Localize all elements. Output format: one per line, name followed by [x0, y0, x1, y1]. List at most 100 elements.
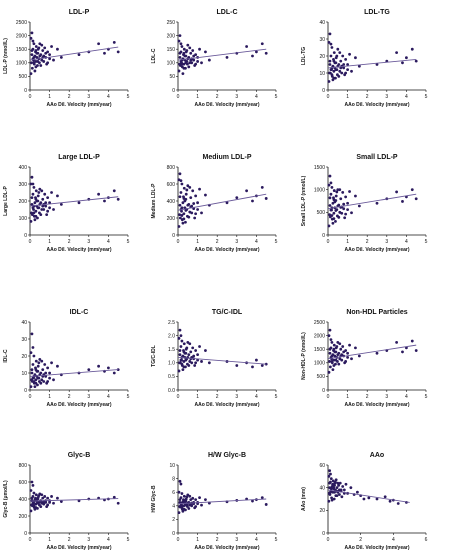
- data-point: [204, 193, 207, 197]
- trend-line: [29, 46, 119, 61]
- y-tick-label: 500: [317, 374, 326, 380]
- data-point: [405, 56, 408, 60]
- data-point: [112, 495, 116, 499]
- data-point: [30, 61, 33, 65]
- data-point: [190, 211, 194, 215]
- data-point: [181, 368, 185, 371]
- y-axis-label: Medium LDL-P: [151, 183, 157, 219]
- y-tick-label: 1500: [314, 165, 325, 171]
- data-point: [410, 339, 414, 343]
- y-tick-label: 40: [21, 320, 27, 326]
- data-point: [40, 208, 44, 211]
- y-tick-label: 100: [167, 61, 176, 67]
- data-point: [328, 32, 332, 36]
- data-point: [344, 58, 348, 61]
- x-tick-label: 0: [29, 537, 32, 543]
- data-point: [43, 363, 47, 366]
- y-tick-label: 0: [172, 88, 175, 94]
- x-tick-label: 2: [68, 394, 71, 400]
- data-point: [198, 187, 201, 191]
- data-point: [327, 474, 331, 478]
- data-point: [332, 343, 336, 347]
- data-point: [50, 495, 53, 498]
- trend-line: [29, 369, 119, 377]
- data-point: [182, 360, 186, 363]
- data-point: [194, 361, 198, 365]
- data-point: [182, 217, 186, 221]
- data-point: [344, 482, 348, 486]
- data-point: [182, 365, 186, 369]
- data-point: [34, 493, 38, 497]
- data-point: [177, 225, 181, 228]
- y-tick-label: 1.0: [168, 361, 175, 367]
- data-point: [192, 202, 196, 205]
- x-tick-label: 1: [48, 239, 51, 245]
- data-point: [331, 479, 335, 483]
- data-point: [35, 55, 39, 59]
- data-point: [337, 484, 341, 487]
- x-tick-label: 4: [405, 394, 408, 400]
- data-point: [77, 53, 81, 57]
- data-point: [187, 507, 191, 510]
- data-point: [200, 503, 203, 507]
- data-point: [31, 363, 35, 366]
- y-tick-label: 200: [167, 33, 176, 39]
- data-point: [332, 358, 336, 362]
- data-point: [186, 341, 190, 344]
- x-axis-label: AAo Dil. Velocity (mm/year): [46, 247, 111, 253]
- data-point: [186, 43, 190, 47]
- data-point: [39, 381, 43, 385]
- data-point: [32, 186, 36, 189]
- data-point: [189, 498, 193, 502]
- data-point: [350, 69, 353, 73]
- x-tick-label: 5: [275, 94, 278, 100]
- x-tick-label: 1: [346, 94, 349, 100]
- data-point: [39, 213, 43, 217]
- data-point: [48, 371, 51, 375]
- data-point: [46, 209, 50, 213]
- y-tick-label: 4: [172, 504, 175, 510]
- data-point: [184, 503, 188, 507]
- data-point: [36, 376, 40, 380]
- y-tick-label: 0: [322, 88, 325, 94]
- panel-title: IDL-C: [70, 309, 89, 316]
- data-point: [198, 47, 201, 51]
- data-point: [354, 346, 357, 350]
- data-point: [44, 51, 48, 55]
- data-point: [41, 49, 45, 52]
- y-axis-label: LDL-TG: [301, 47, 307, 65]
- data-point: [32, 61, 36, 65]
- x-tick-label: 4: [405, 94, 408, 100]
- data-point: [52, 58, 55, 62]
- data-point: [32, 504, 36, 508]
- x-tick-label: 5: [275, 239, 278, 245]
- data-point: [194, 212, 198, 216]
- data-point: [328, 365, 332, 369]
- x-tick-label: 4: [255, 94, 258, 100]
- data-point: [97, 364, 100, 368]
- data-point: [184, 220, 187, 224]
- data-point: [179, 345, 183, 348]
- data-point: [331, 368, 335, 371]
- data-point: [56, 364, 59, 368]
- data-point: [375, 351, 379, 355]
- x-tick-label: 0: [177, 394, 180, 400]
- trend-line: [177, 498, 267, 505]
- data-point: [30, 496, 34, 500]
- data-point: [187, 353, 191, 357]
- data-point: [34, 49, 38, 52]
- data-point: [184, 61, 188, 65]
- data-point: [46, 380, 50, 383]
- data-point: [362, 497, 366, 501]
- y-tick-label: 2000: [16, 33, 27, 39]
- panel-title: LDL-TG: [364, 9, 390, 16]
- data-point: [177, 69, 181, 73]
- data-point: [328, 328, 332, 332]
- data-point: [330, 46, 334, 49]
- data-point: [338, 188, 342, 192]
- data-point: [336, 353, 340, 357]
- y-axis-label: AAo (mm): [301, 487, 307, 511]
- data-point: [255, 50, 258, 54]
- data-point: [184, 208, 188, 212]
